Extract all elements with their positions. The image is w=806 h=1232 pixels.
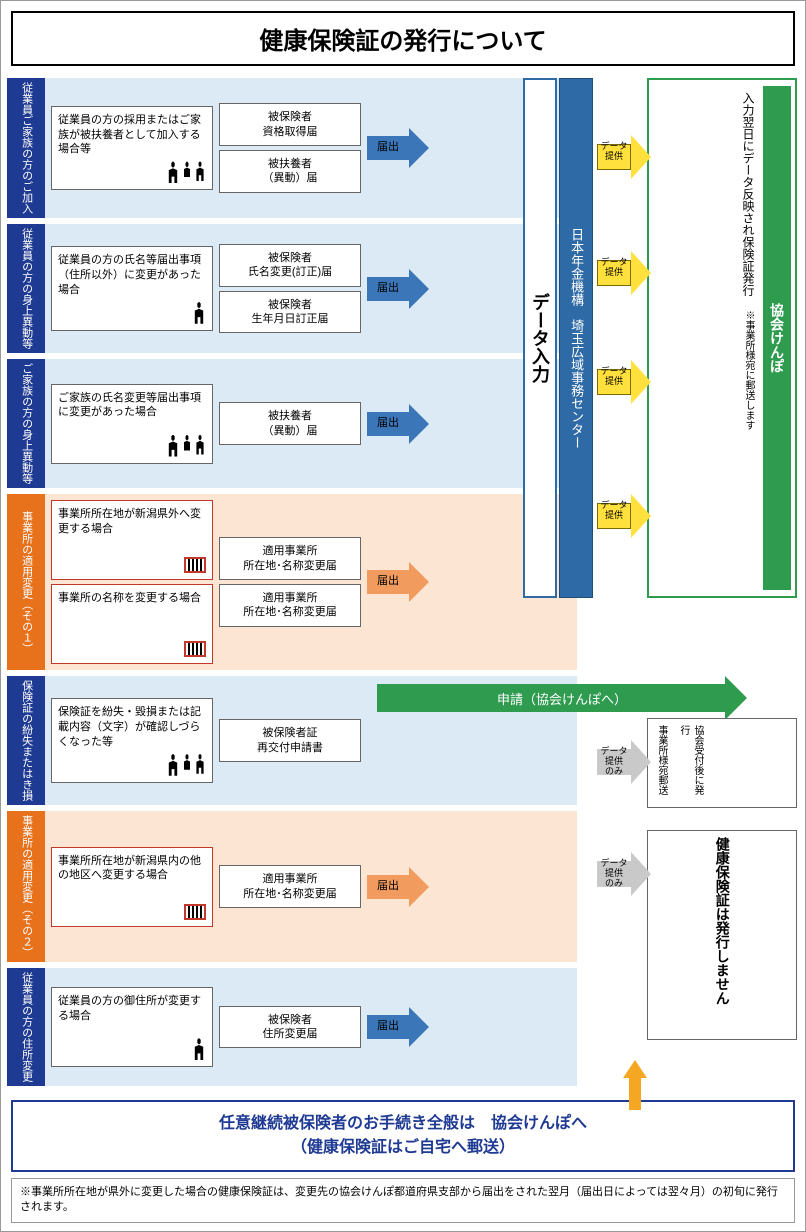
arrow-blue: 届出 — [367, 404, 429, 444]
desc-box: 従業員の方の氏名等届出事項（住所以外）に変更があった場合 — [51, 246, 213, 331]
right-column: データ入力 日本年金機構 埼玉広域事務センター 入力翌日にデータ反映され保険証発… — [581, 78, 797, 1092]
row-label: 従業員の方の身上異動等 — [7, 224, 45, 353]
form-box: 被扶養者（異動）届 — [219, 150, 361, 193]
form-box: 被保険者証再交付申請書 — [219, 719, 361, 762]
desc-box: 事業所所在地が新潟県外へ変更する場合 — [51, 500, 213, 580]
main-layout: 従業員ご家族の方のご加入 従業員の方の採用またはご家族が被扶養者として加入する … — [7, 78, 799, 1092]
row-label: 従業員の方の住所変更 — [7, 968, 45, 1086]
flow-row-r4: 事業所の適用変更（その１） 事業所所在地が新潟県外へ変更する場合 事業所の名称を… — [7, 494, 577, 670]
flow-row-r1: 従業員ご家族の方のご加入 従業員の方の採用またはご家族が被扶養者として加入する … — [7, 78, 577, 218]
kenpo-green-box: 入力翌日にデータ反映され保険証発行 ※事業所様宛に郵送します 協会けんぽ — [647, 78, 797, 598]
mid-note-box: 事業所様宛郵送 協会受付後に発行 — [647, 718, 797, 808]
blue-footer-note: 任意継続被保険者のお手続き全般は 協会けんぽへ（健康保険証はご自宅へ郵送） — [11, 1100, 795, 1172]
desc-box: 事業所の名称を変更する場合 — [51, 584, 213, 664]
form-box: 被保険者資格取得届 — [219, 103, 361, 146]
desc-box: 従業員の方の採用またはご家族が被扶養者として加入する 場合等 — [51, 106, 213, 191]
page-title: 健康保険証の発行について — [11, 11, 795, 66]
row-content: 従業員の方の御住所が変更する場合 被保険者住所変更届 届出 — [45, 968, 577, 1086]
row-content: 従業員の方の採用またはご家族が被扶養者として加入する 場合等 被保険者資格取得届… — [45, 78, 577, 218]
row-label: 事業所の適用変更（その１） — [7, 494, 45, 670]
desc-box: 保険証を紛失・毀損または記載内容（文字）が確認しづらくなった等 — [51, 698, 213, 783]
desc-box: 従業員の方の御住所が変更する場合 — [51, 987, 213, 1067]
arrow-blue: 届出 — [367, 1007, 429, 1047]
desc-box: ご家族の氏名変更等届出事項に変更があった場合 — [51, 384, 213, 464]
orange-up-arrow — [623, 1060, 647, 1110]
flow-row-r6: 事業所の適用変更（その２） 事業所所在地が新潟県内の他の地区へ変更する場合 適用… — [7, 811, 577, 962]
left-column: 従業員ご家族の方のご加入 従業員の方の採用またはご家族が被扶養者として加入する … — [7, 78, 577, 1092]
form-box: 被扶養者（異動）届 — [219, 402, 361, 445]
row-label: 保険証の紛失またはき損 — [7, 676, 45, 805]
form-box: 被保険者氏名変更(訂正)届 — [219, 244, 361, 287]
bottom-note-box: 健康保険証は発行しません — [647, 830, 797, 1040]
footnote: ※事業所所在地が県外に変更した場合の健康保険証は、変更先の協会けんぽ都道府県支部… — [11, 1178, 795, 1223]
row-content: 事業所所在地が新潟県外へ変更する場合 事業所の名称を変更する場合 適用事業所所在… — [45, 494, 577, 670]
page: 健康保険証の発行について 従業員ご家族の方のご加入 従業員の方の採用またはご家族… — [0, 0, 806, 1232]
flow-row-r2: 従業員の方の身上異動等 従業員の方の氏名等届出事項（住所以外）に変更があった場合… — [7, 224, 577, 353]
kenpo-strip: 協会けんぽ — [763, 86, 791, 590]
arrow-orange: 届出 — [367, 867, 429, 907]
form-box: 適用事業所所在地･名称変更届 — [219, 865, 361, 908]
row-label: ご家族の方の身上異動等 — [7, 359, 45, 488]
row-content: ご家族の氏名変更等届出事項に変更があった場合 被扶養者（異動）届 届出 — [45, 359, 577, 488]
row-label: 従業員ご家族の方のご加入 — [7, 78, 45, 218]
pillar-data-input: データ入力 — [523, 78, 557, 598]
forms-stack: 被保険者住所変更届 — [219, 1006, 361, 1049]
row-content: 事業所所在地が新潟県内の他の地区へ変更する場合 適用事業所所在地･名称変更届 届… — [45, 811, 577, 962]
kenpo-msg: 入力翌日にデータ反映され保険証発行 ※事業所様宛に郵送します — [653, 86, 759, 590]
flow-row-r7: 従業員の方の住所変更 従業員の方の御住所が変更する場合 被保険者住所変更届 届出 — [7, 968, 577, 1086]
form-box: 適用事業所所在地･名称変更届 — [219, 584, 361, 627]
mid-note-col2: 事業所様宛郵送 — [654, 725, 668, 801]
row-content: 従業員の方の氏名等届出事項（住所以外）に変更があった場合 被保険者氏名変更(訂正… — [45, 224, 577, 353]
forms-stack: 適用事業所所在地･名称変更届 — [219, 865, 361, 908]
forms-stack: 被扶養者（異動）届 — [219, 402, 361, 445]
row-label: 事業所の適用変更（その２） — [7, 811, 45, 962]
flow-row-r5: 保険証の紛失またはき損 保険証を紛失・毀損または記載内容（文字）が確認しづらくな… — [7, 676, 577, 805]
pillar-nenkin: 日本年金機構 埼玉広域事務センター — [559, 78, 593, 598]
kenpo-msg-main: 入力翌日にデータ反映され保険証発行 — [741, 92, 755, 296]
desc-box: 事業所所在地が新潟県内の他の地区へ変更する場合 — [51, 847, 213, 927]
kenpo-msg-sub: ※事業所様宛に郵送します — [743, 310, 754, 430]
forms-stack: 被保険者証再交付申請書 — [219, 719, 361, 762]
arrow-orange: 届出 — [367, 562, 429, 602]
arrow-blue: 届出 — [367, 128, 429, 168]
arrow-blue: 届出 — [367, 269, 429, 309]
form-box: 適用事業所所在地･名称変更届 — [219, 537, 361, 580]
forms-stack: 被保険者資格取得届被扶養者（異動）届 — [219, 103, 361, 192]
flow-row-r3: ご家族の方の身上異動等 ご家族の氏名変更等届出事項に変更があった場合 被扶養者（… — [7, 359, 577, 488]
forms-stack: 被保険者氏名変更(訂正)届被保険者生年月日訂正届 — [219, 244, 361, 333]
form-box: 被保険者生年月日訂正届 — [219, 291, 361, 334]
mid-note-col1: 協会受付後に発行 — [676, 725, 704, 801]
form-box: 被保険者住所変更届 — [219, 1006, 361, 1049]
bottom-note-msg: 健康保険証は発行しません — [712, 837, 732, 1033]
forms-stack: 適用事業所所在地･名称変更届適用事業所所在地･名称変更届 — [219, 537, 361, 626]
